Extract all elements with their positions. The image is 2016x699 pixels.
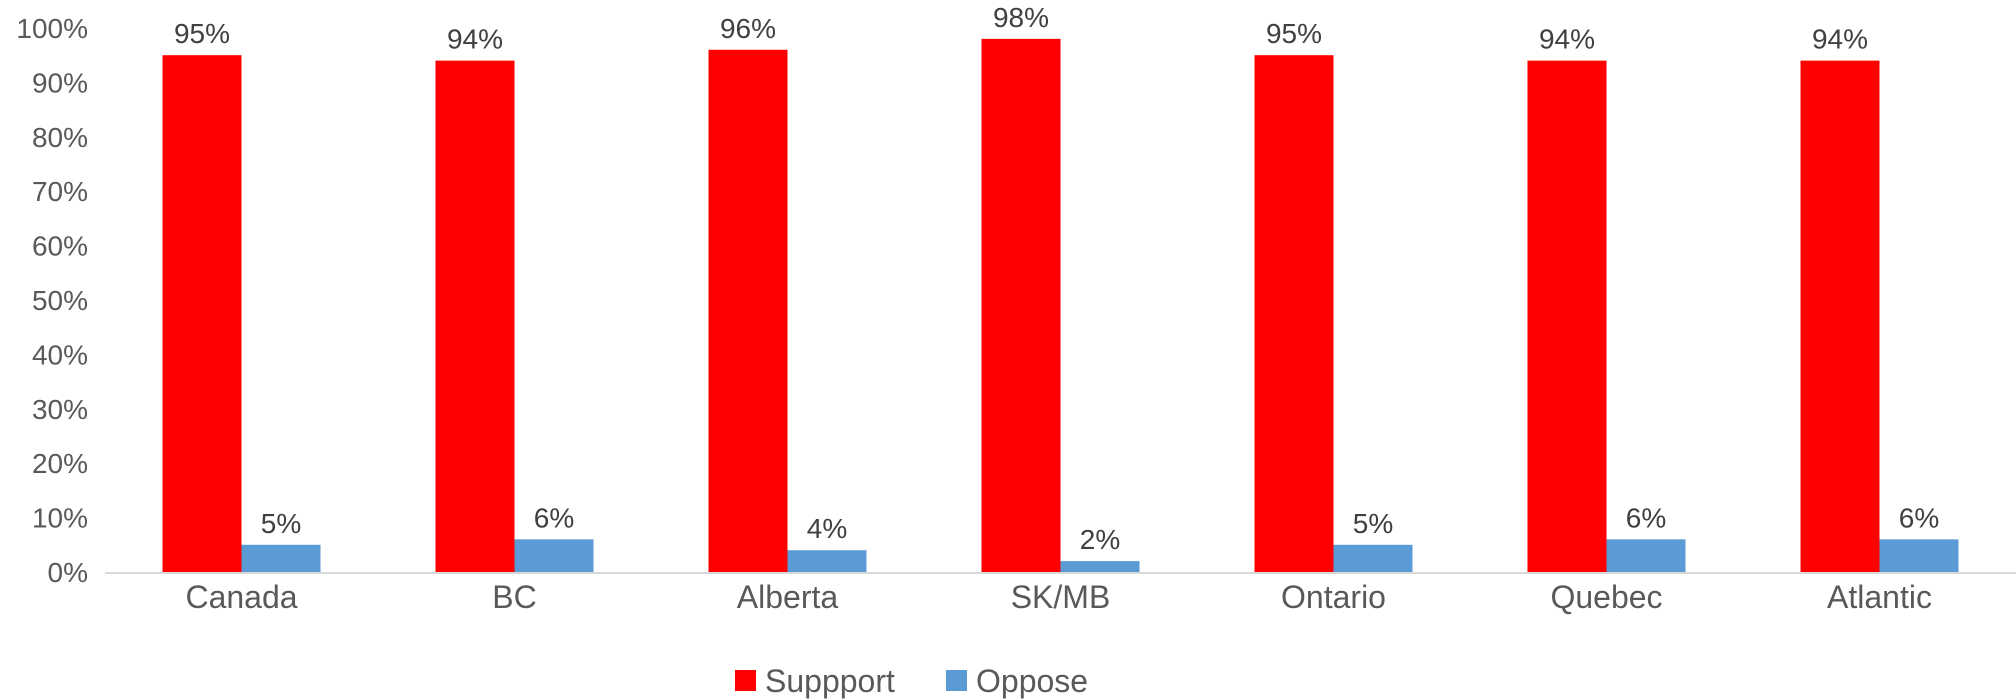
data-label: 94% <box>447 24 503 55</box>
bar-oppose-bc <box>514 539 594 572</box>
data-label: 6% <box>1899 502 1939 533</box>
y-tick-label: 20% <box>32 448 88 479</box>
bar-oppose-sk-mb <box>1060 561 1140 572</box>
data-label: 5% <box>261 508 301 539</box>
y-axis: 0% 10% 20% 30% 40% 50% 60% 70% 80% 90% 100% <box>16 13 88 588</box>
data-labels: 95% 5% 94% 6% 96% 4% 98% 2% 95% 5% 94% 6% 94% 6% <box>174 2 1939 555</box>
y-tick-label: 30% <box>32 394 88 425</box>
data-label: 94% <box>1539 24 1595 55</box>
data-label: 94% <box>1812 24 1868 55</box>
bar-suppport-ontario <box>1254 55 1334 572</box>
bar-oppose-quebec <box>1606 539 1686 572</box>
data-label: 4% <box>807 513 847 544</box>
x-tick-label: SK/MB <box>1011 579 1111 615</box>
y-tick-label: 40% <box>32 339 88 370</box>
data-label: 95% <box>174 18 230 49</box>
bar-suppport-quebec <box>1527 60 1607 572</box>
data-label: 6% <box>534 502 574 533</box>
data-label: 5% <box>1353 508 1393 539</box>
bar-suppport-bc <box>435 60 515 572</box>
bar-suppport-alberta <box>708 49 788 572</box>
y-tick-label: 10% <box>32 503 88 534</box>
y-tick-label: 80% <box>32 122 88 153</box>
data-label: 95% <box>1266 18 1322 49</box>
bars <box>162 38 1959 572</box>
y-tick-label: 50% <box>32 285 88 316</box>
x-axis: Canada BC Alberta SK/MB Ontario Quebec Atlanti… <box>185 579 1932 615</box>
bar-suppport-sk-mb <box>981 38 1061 572</box>
bar-oppose-ontario <box>1333 544 1413 572</box>
legend-swatch-suppport <box>735 670 756 691</box>
x-tick-label: Canada <box>185 579 297 615</box>
data-label: 2% <box>1080 524 1120 555</box>
y-tick-label: 70% <box>32 176 88 207</box>
legend-swatch-oppose <box>946 670 967 691</box>
bar-oppose-atlantic <box>1879 539 1959 572</box>
legend-label-suppport: Suppport <box>765 663 895 699</box>
bar-suppport-atlantic <box>1800 60 1880 572</box>
legend: Suppport Oppose <box>735 663 1088 699</box>
legend-label-oppose: Oppose <box>976 663 1088 699</box>
y-tick-label: 0% <box>48 557 88 588</box>
y-tick-label: 100% <box>16 13 88 44</box>
bar-suppport-canada <box>162 55 242 572</box>
x-tick-label: Alberta <box>737 579 839 615</box>
data-label: 6% <box>1626 502 1666 533</box>
bar-oppose-canada <box>241 544 321 572</box>
y-tick-label: 60% <box>32 231 88 262</box>
x-tick-label: BC <box>492 579 536 615</box>
data-label: 96% <box>720 13 776 44</box>
x-tick-label: Atlantic <box>1827 579 1932 615</box>
x-tick-label: Ontario <box>1281 579 1386 615</box>
bar-oppose-alberta <box>787 550 867 572</box>
data-label: 98% <box>993 2 1049 33</box>
x-tick-label: Quebec <box>1550 579 1662 615</box>
y-tick-label: 90% <box>32 67 88 98</box>
